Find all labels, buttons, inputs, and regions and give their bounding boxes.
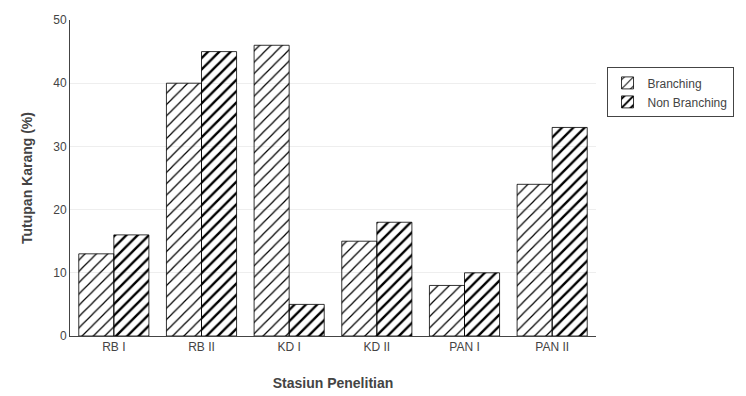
- svg-text:0: 0: [60, 329, 67, 343]
- svg-text:Tutupan Karang (%): Tutupan Karang (%): [19, 112, 35, 244]
- svg-text:PAN I: PAN I: [449, 340, 479, 354]
- svg-text:Branching: Branching: [648, 77, 702, 91]
- svg-text:RB I: RB I: [102, 340, 125, 354]
- svg-text:KD I: KD I: [277, 340, 300, 354]
- svg-text:RB II: RB II: [188, 340, 215, 354]
- svg-text:50: 50: [53, 13, 67, 27]
- svg-text:KD II: KD II: [363, 340, 390, 354]
- svg-text:20: 20: [53, 203, 67, 217]
- svg-text:30: 30: [53, 140, 67, 154]
- svg-text:Non Branching: Non Branching: [648, 96, 727, 110]
- svg-text:40: 40: [53, 76, 67, 90]
- svg-text:Stasiun Penelitian: Stasiun Penelitian: [273, 375, 394, 391]
- svg-text:10: 10: [53, 266, 67, 280]
- svg-text:PAN II: PAN II: [535, 340, 569, 354]
